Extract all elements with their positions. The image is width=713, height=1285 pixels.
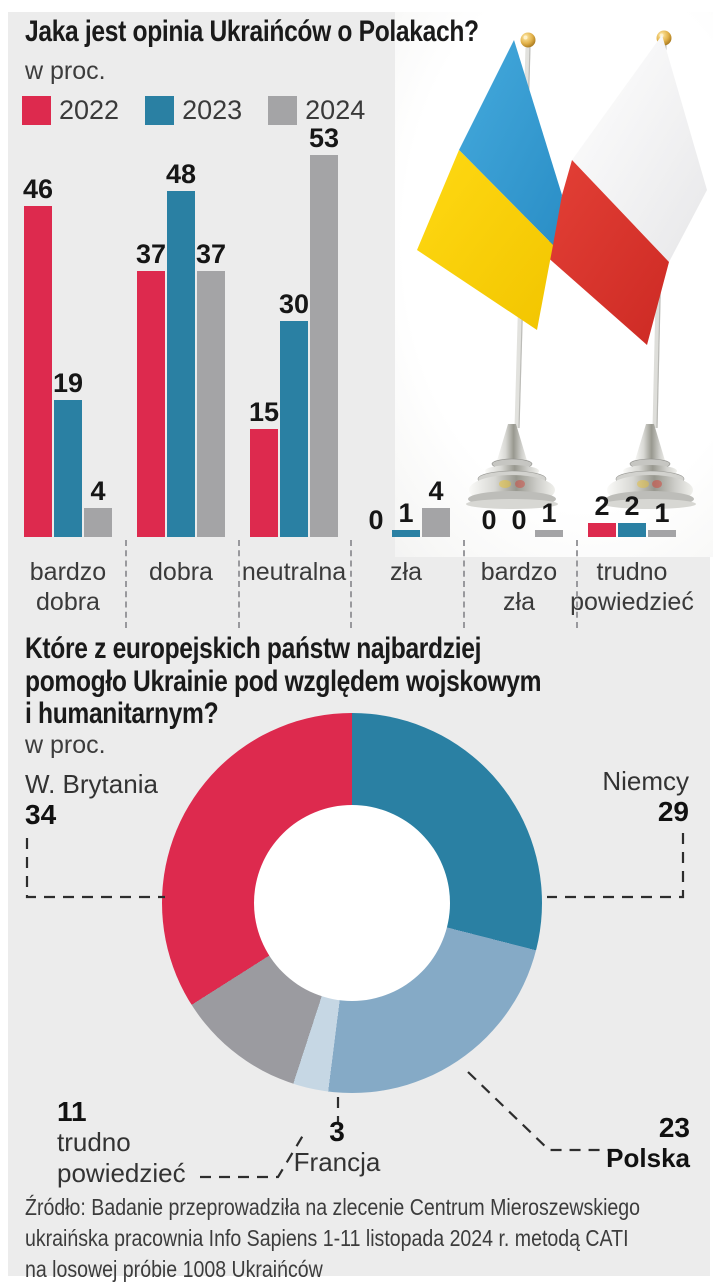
donut-label-trudno-powiedziec: 11 trudno powiedzieć xyxy=(57,1096,209,1188)
donut-label-niemcy: Niemcy 29 xyxy=(602,766,689,828)
bar-chart-legend: 2022 2023 2024 xyxy=(22,95,365,126)
slice-value: 29 xyxy=(657,796,689,828)
flags-illustration xyxy=(417,30,707,509)
source-line: Źródło: Badanie przeprowadziła na zlecen… xyxy=(25,1194,641,1220)
slice-value: 23 xyxy=(658,1112,690,1143)
flags-photo xyxy=(395,12,713,557)
donut-label-polska: 23 Polska xyxy=(606,1112,690,1174)
donut-title-line: Które z europejskich państw najbardziej xyxy=(25,632,482,665)
donut-hole xyxy=(254,805,450,1001)
legend-swatch xyxy=(145,96,175,125)
poland-flag-icon xyxy=(545,30,707,429)
slice-value: 11 xyxy=(57,1096,87,1127)
slice-name: W. Brytania xyxy=(25,769,158,799)
slice-value: 3 xyxy=(329,1116,345,1147)
legend-item: 2024 xyxy=(268,95,365,126)
donut-chart-title: Które z europejskich państw najbardziej … xyxy=(25,632,542,731)
bar-chart-unit-label: w proc. xyxy=(25,57,106,85)
donut-label-francja: 3 Francja xyxy=(294,1116,381,1178)
source-note: Źródło: Badanie przeprowadziła na zlecen… xyxy=(25,1192,640,1285)
source-line: ukraińska pracownia Info Sapiens 1-11 li… xyxy=(25,1225,629,1252)
ukraine-flag-icon xyxy=(417,32,562,429)
flag-stand-base xyxy=(466,424,558,509)
slice-name: trudno powiedzieć xyxy=(57,1127,186,1188)
legend-label: 2022 xyxy=(59,95,120,125)
slice-name: Polska xyxy=(606,1143,690,1174)
donut-title-line: pomogło Ukrainie pod względem wojskowym xyxy=(25,664,542,698)
bar-chart-title: Jaka jest opinia Ukraińców o Polakach? xyxy=(25,15,479,48)
slice-value: 34 xyxy=(25,799,57,831)
source-line: na losowej próbie 1008 Ukraińców xyxy=(25,1256,323,1283)
legend-item: 2023 xyxy=(145,95,242,126)
flag-stand-base xyxy=(604,424,696,509)
donut-title-line: i humanitarnym? xyxy=(25,697,219,731)
slice-name: Francja xyxy=(293,1147,381,1178)
legend-label: 2024 xyxy=(305,95,366,125)
slice-name: Niemcy xyxy=(602,766,689,796)
donut-chart xyxy=(162,713,542,1093)
legend-item: 2022 xyxy=(22,95,119,126)
donut-label-w-brytania: W. Brytania 34 xyxy=(25,769,158,831)
donut-chart-unit-label: w proc. xyxy=(25,731,106,759)
legend-swatch xyxy=(268,96,298,125)
legend-swatch xyxy=(22,96,51,125)
legend-label: 2023 xyxy=(182,95,243,125)
